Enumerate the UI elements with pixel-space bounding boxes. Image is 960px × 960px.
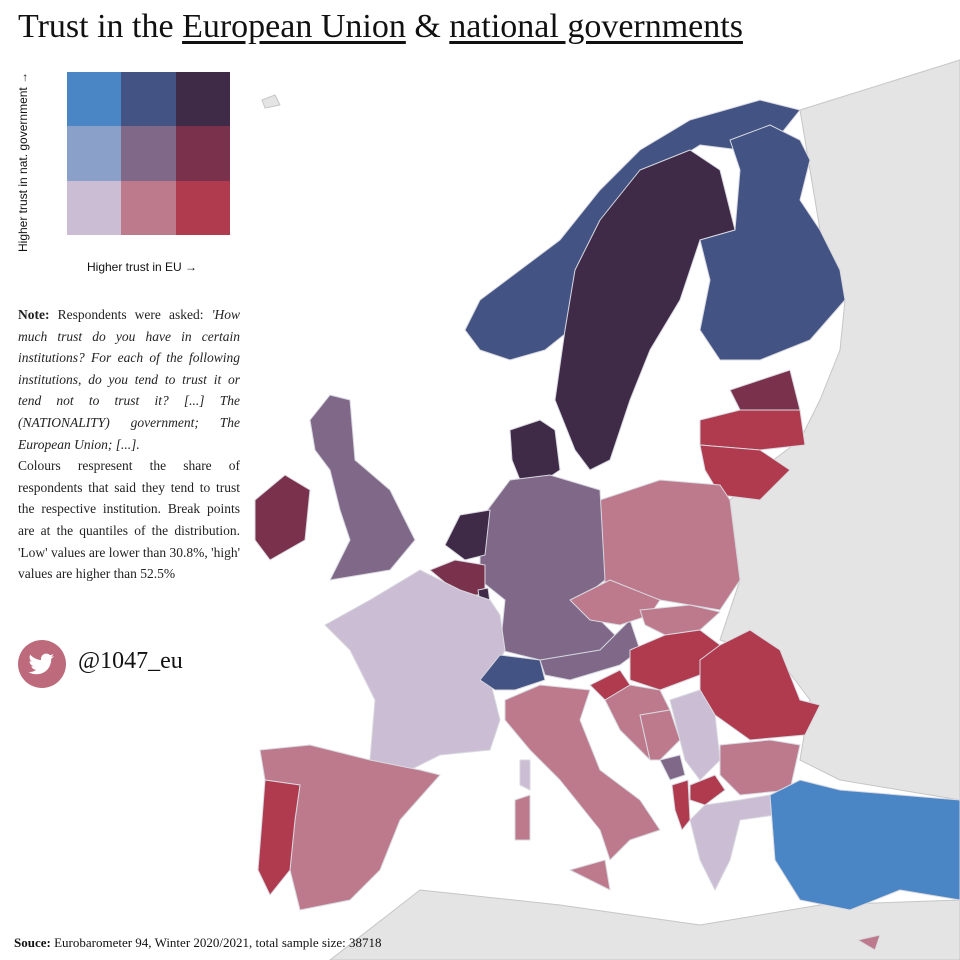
title-eu: European Union (182, 8, 406, 45)
country-corsica (519, 759, 531, 791)
country-latvia (699, 409, 806, 451)
non-data-region-east (719, 59, 960, 801)
country-cyprus (857, 934, 881, 951)
legend-cell (121, 126, 176, 181)
country-denmark (509, 419, 561, 481)
country-netherlands (444, 509, 491, 561)
country-sicily (569, 859, 611, 891)
legend-cell (121, 180, 176, 235)
legend-x-label: Higher trust in EU → (87, 260, 198, 274)
country-estonia (729, 369, 801, 411)
note-quote: 'How much trust do you have in certain i… (18, 307, 240, 452)
legend-y-label: Higher trust in nat. government → (16, 71, 30, 252)
country-italy (504, 684, 661, 861)
legend-cell (121, 72, 176, 127)
country-bosnia (639, 709, 681, 761)
country-north-macedonia (689, 774, 726, 806)
legend-cell (175, 180, 230, 235)
non-data-region-africa (329, 889, 960, 960)
source-label: Souce: (14, 935, 51, 950)
legend-cell (67, 126, 122, 181)
note-text: Note: Respondents were asked: 'How much … (18, 304, 240, 585)
country-ireland (254, 474, 311, 561)
note-label: Note: (18, 307, 50, 322)
country-albania (671, 779, 691, 831)
country-finland (699, 124, 846, 361)
twitter-handle[interactable]: @1047_eu (78, 648, 183, 674)
title-amp: & (405, 8, 450, 45)
page-title: Trust in the European Union & national g… (18, 8, 743, 46)
bivariate-legend (67, 72, 230, 235)
non-data-region-iceland (261, 94, 281, 109)
country-slovakia (639, 604, 721, 636)
country-greece (689, 794, 776, 891)
country-portugal (257, 779, 301, 896)
country-united-kingdom (309, 394, 416, 581)
legend-cell (67, 72, 122, 127)
title-governments: national governments (449, 8, 743, 45)
country-montenegro (659, 754, 686, 781)
source-line: Souce: Eurobarometer 94, Winter 2020/202… (14, 935, 382, 951)
legend-cell (175, 72, 230, 127)
country-serbia (669, 689, 721, 781)
legend-cell (175, 126, 230, 181)
note-body: Colours respresent the share of responde… (18, 458, 240, 582)
country-sardinia (514, 794, 531, 841)
source-text: Eurobarometer 94, Winter 2020/2021, tota… (50, 935, 382, 950)
twitter-bird-icon[interactable] (18, 640, 66, 688)
title-prefix: Trust in the (18, 8, 183, 45)
country-turkey (769, 779, 960, 911)
country-switzerland (479, 654, 546, 691)
country-france (324, 569, 506, 771)
legend-cell (67, 180, 122, 235)
note-intro: Respondents were asked: (49, 307, 212, 322)
country-lithuania (699, 444, 791, 501)
